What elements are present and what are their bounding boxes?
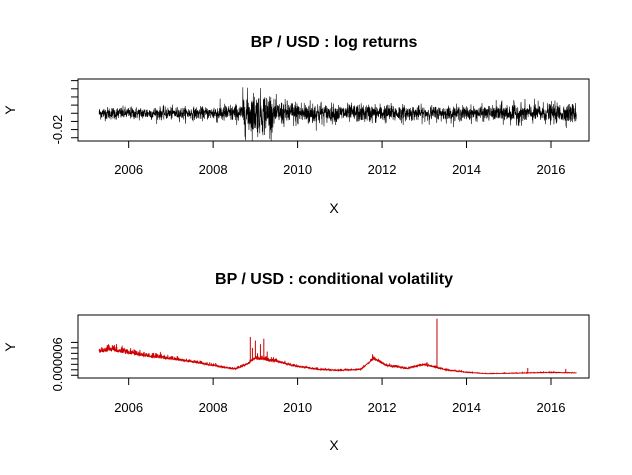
y-axis-label-conditional-volatility: Y bbox=[2, 342, 18, 352]
panel-log-returns: BP / USD : log returns 2006 2008 2010 2012 2… bbox=[2, 34, 590, 216]
x-tick-label: 2012 bbox=[368, 162, 397, 177]
x-tick-label: 2016 bbox=[537, 162, 566, 177]
x-tick-label: 2016 bbox=[537, 400, 566, 415]
y-axis-label-log-returns: Y bbox=[2, 105, 18, 115]
series-line bbox=[98, 344, 577, 375]
y-tick-label: -0.02 bbox=[50, 115, 65, 145]
chart-title-log-returns: BP / USD : log returns bbox=[251, 34, 418, 51]
x-tick-label: 2010 bbox=[283, 162, 312, 177]
x-tick-label: 2008 bbox=[199, 400, 228, 415]
chart-title-conditional-volatility: BP / USD : conditional volatility bbox=[215, 271, 453, 288]
series-log-returns bbox=[98, 87, 577, 142]
y-tick-label: 0.000006 bbox=[50, 337, 65, 391]
x-tick-label: 2006 bbox=[114, 400, 143, 415]
x-tick-label: 2012 bbox=[368, 400, 397, 415]
x-tick-label: 2014 bbox=[452, 400, 481, 415]
x-tick-label: 2006 bbox=[114, 162, 143, 177]
x-tick-label: 2014 bbox=[452, 162, 481, 177]
plot-frame-conditional-volatility bbox=[77, 314, 590, 379]
x-axis-label-log-returns: X bbox=[329, 200, 339, 216]
x-axis-log-returns: 2006 2008 2010 2012 2014 2016 bbox=[114, 141, 565, 177]
x-axis-conditional-volatility: 2006 2008 2010 2012 2014 2016 bbox=[114, 378, 565, 415]
series-conditional-volatility bbox=[98, 318, 577, 375]
y-axis-conditional-volatility: 0.000006 bbox=[50, 337, 78, 391]
panel-conditional-volatility: BP / USD : conditional volatility 2006 20… bbox=[2, 271, 590, 453]
series-line bbox=[98, 87, 577, 142]
x-tick-label: 2008 bbox=[199, 162, 228, 177]
y-axis-log-returns: -0.02 bbox=[50, 80, 78, 145]
plot-frame-log-returns bbox=[77, 78, 590, 142]
x-axis-label-conditional-volatility: X bbox=[329, 437, 339, 453]
x-tick-label: 2010 bbox=[283, 400, 312, 415]
